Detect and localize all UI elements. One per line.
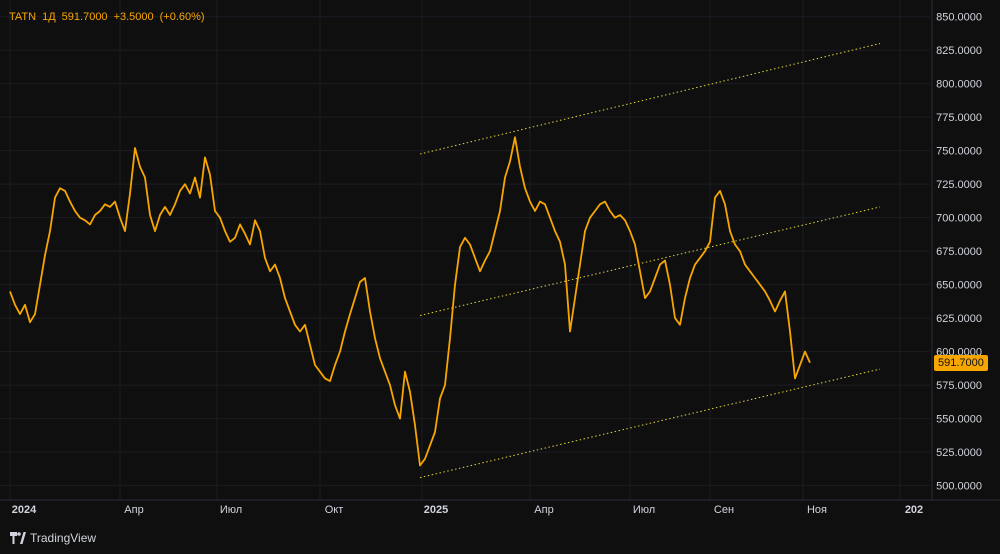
price-tick-label: 500.0000 xyxy=(936,481,982,493)
tradingview-logo-icon xyxy=(10,532,26,544)
price-tick-label: 575.0000 xyxy=(936,380,982,392)
symbol-legend: TATN 1Д 591.7000 +3.5000 (+0.60%) xyxy=(9,11,211,23)
time-tick-label: 202 xyxy=(905,504,923,516)
time-tick-label: Июл xyxy=(633,504,655,516)
price-axis[interactable]: 850.0000 825.0000 800.0000 775.0000 750.0000… xyxy=(936,12,982,493)
legend-interval[interactable]: 1Д xyxy=(42,11,56,23)
price-line[interactable] xyxy=(9,136,811,467)
price-tick-label: 800.0000 xyxy=(936,79,982,91)
price-tick-label: 525.0000 xyxy=(936,447,982,459)
time-tick-label: Ноя xyxy=(807,504,827,516)
tradingview-brand[interactable]: TradingView xyxy=(10,528,96,548)
time-tick-label: 2025 xyxy=(424,504,448,516)
legend-change: +3.5000 xyxy=(113,11,154,23)
brand-name: TradingView xyxy=(30,531,97,545)
time-tick-label: Апр xyxy=(534,504,553,516)
legend-symbol[interactable]: TATN xyxy=(9,11,37,23)
price-tick-label: 725.0000 xyxy=(936,179,982,191)
price-tick-label: 750.0000 xyxy=(936,146,982,158)
channel-line[interactable] xyxy=(419,43,881,155)
legend-change-pct: (+0.60%) xyxy=(159,11,205,23)
price-tick-label: 650.0000 xyxy=(936,280,982,292)
price-tick-label: 825.0000 xyxy=(936,45,982,57)
time-tick-label: Окт xyxy=(325,504,344,516)
legend-price: 591.7000 xyxy=(61,11,108,23)
time-axis[interactable]: 2024 Апр Июл Окт 2025 Апр Июл Сен Ноя 202 xyxy=(12,504,923,516)
price-tick-label: 775.0000 xyxy=(936,112,982,124)
time-tick-label: Апр xyxy=(124,504,143,516)
last-price-label: 591.7000 xyxy=(934,354,988,371)
price-tick-label: 675.0000 xyxy=(936,246,982,258)
channel-line[interactable] xyxy=(419,368,881,479)
price-tick-label: 850.0000 xyxy=(936,12,982,24)
channel-line[interactable] xyxy=(419,206,881,316)
time-tick-label: Июл xyxy=(220,504,242,516)
price-tick-label: 550.0000 xyxy=(936,414,982,426)
time-tick-label: 2024 xyxy=(12,504,37,516)
price-tick-label: 700.0000 xyxy=(936,213,982,225)
time-tick-label: Сен xyxy=(714,504,734,516)
grid xyxy=(0,0,1000,501)
channel-lines xyxy=(419,43,881,479)
price-tick-label: 625.0000 xyxy=(936,313,982,325)
